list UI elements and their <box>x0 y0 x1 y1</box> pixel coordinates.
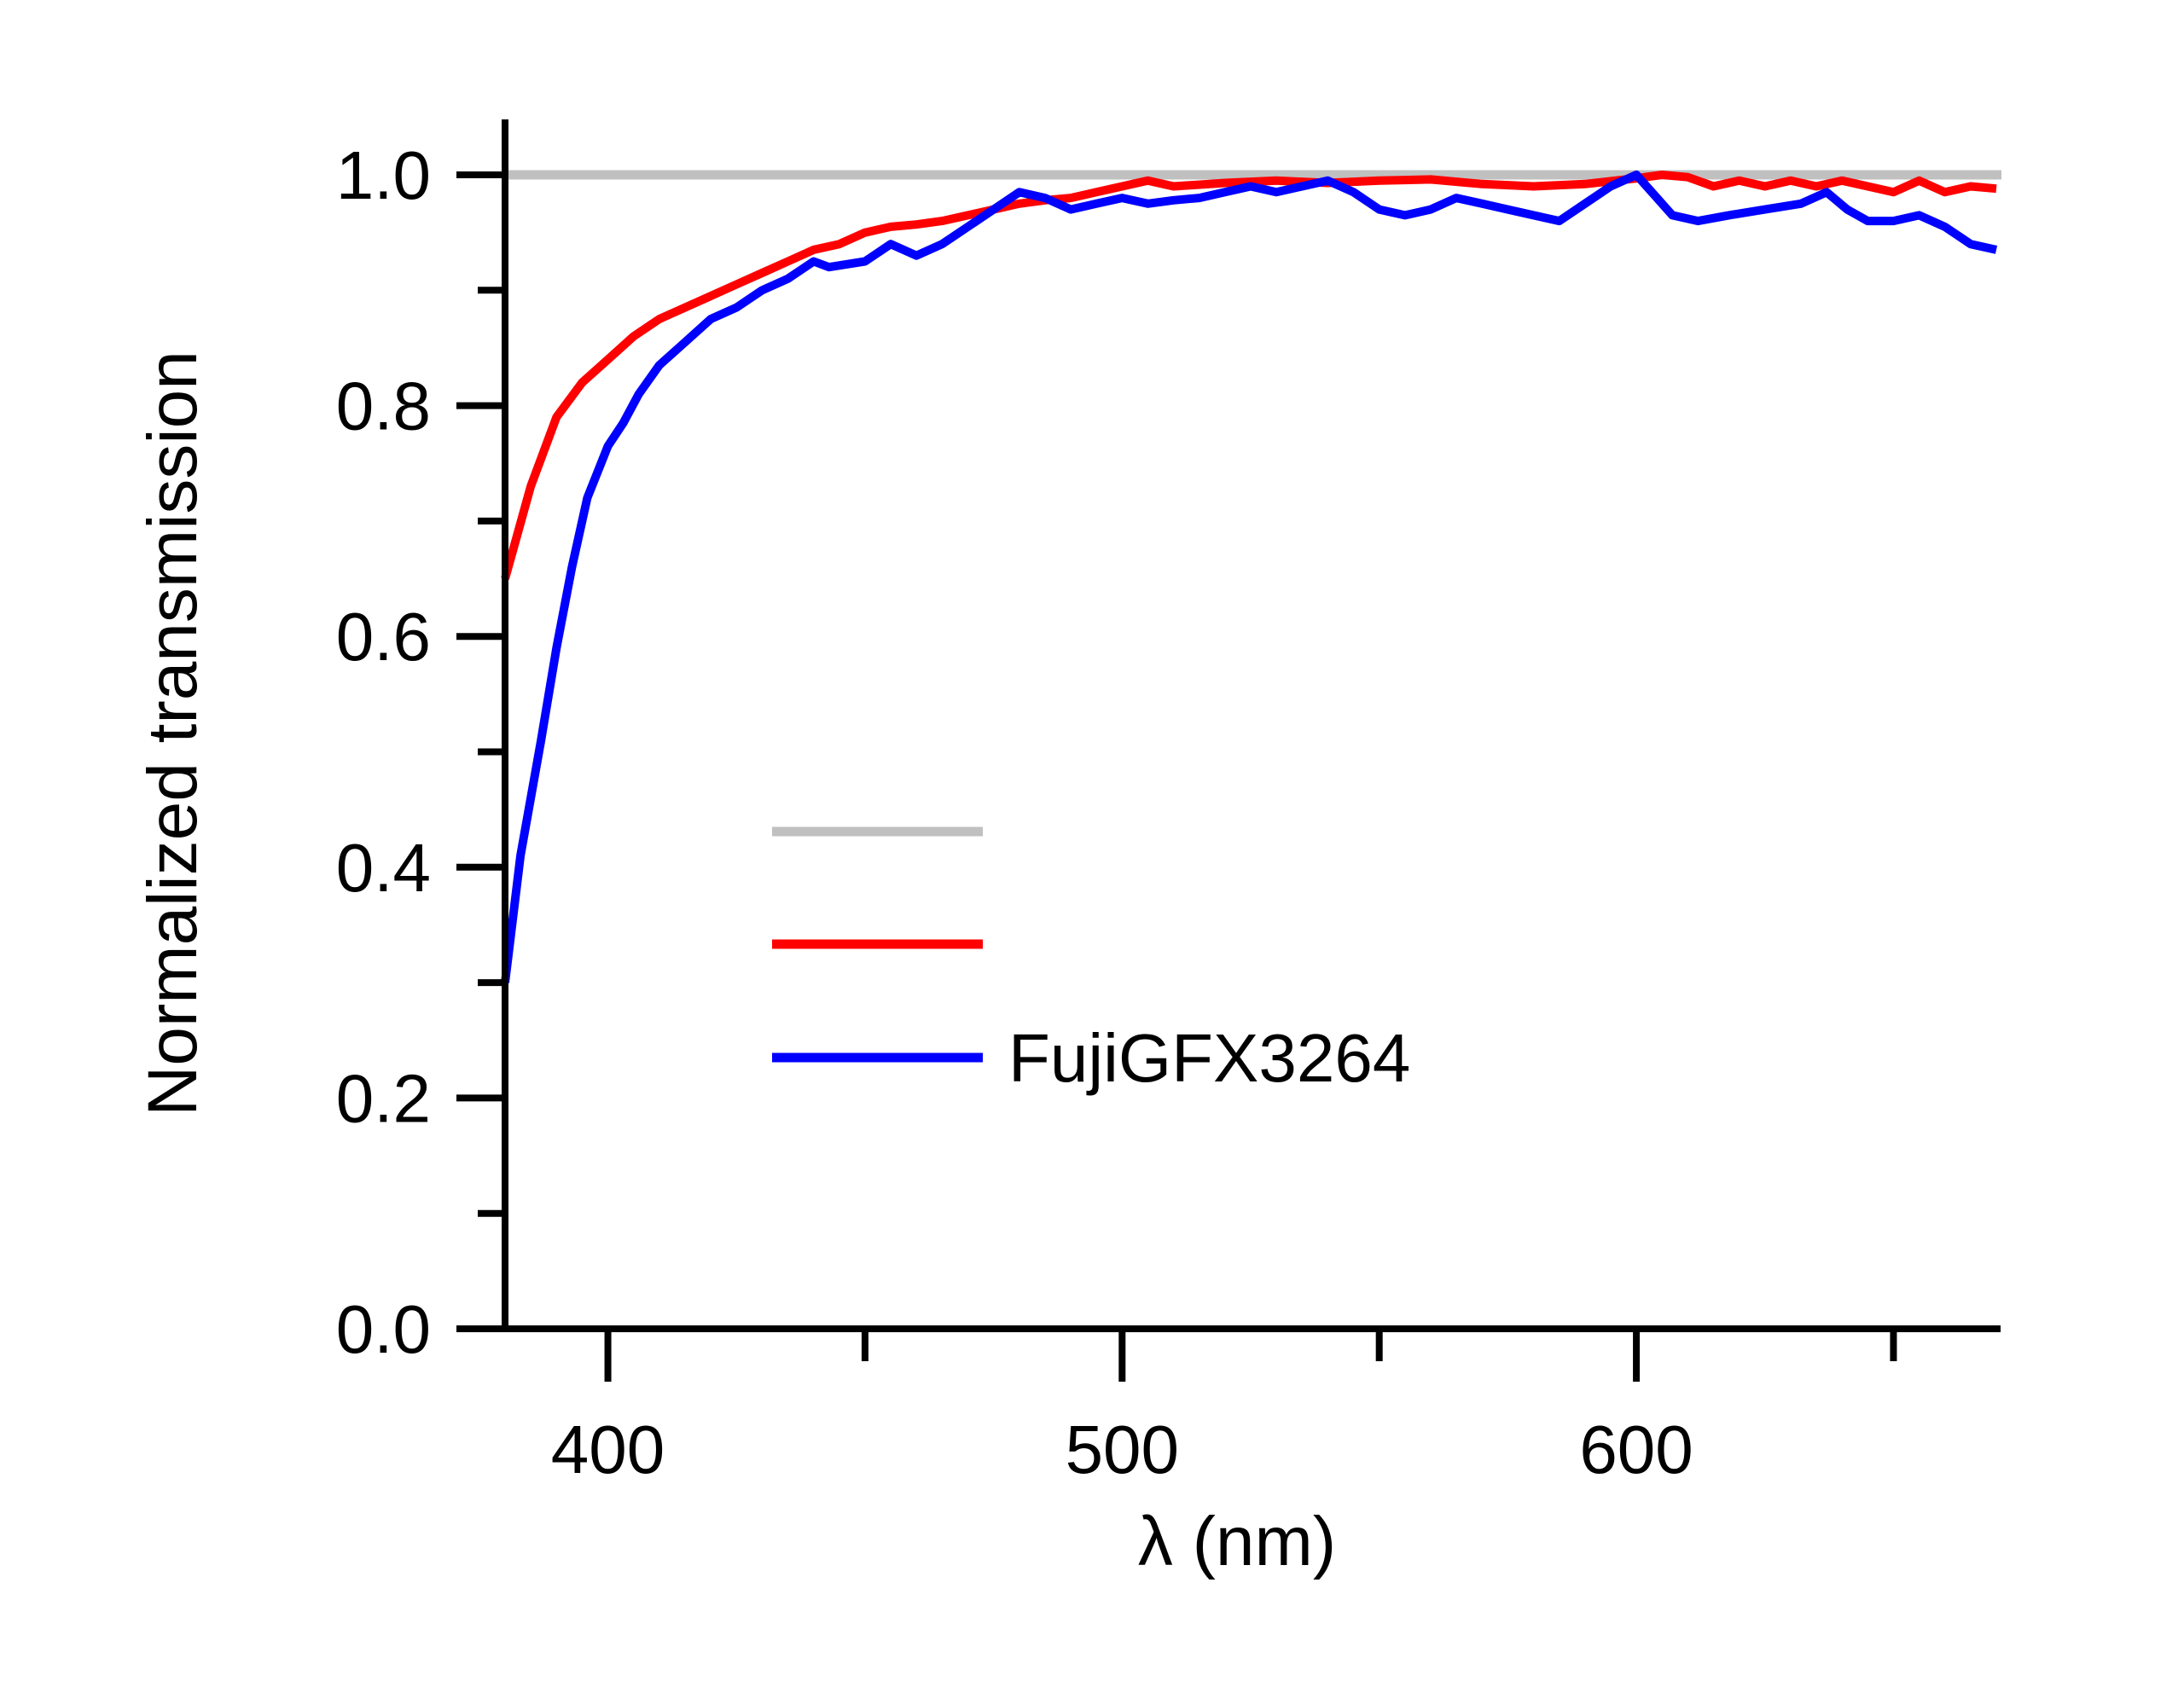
x-tick-label: 600 <box>1579 1412 1693 1487</box>
x-axis-title: λ (nm) <box>1138 1503 1336 1580</box>
y-tick-label: 0.8 <box>336 368 431 444</box>
y-tick-label: 0.0 <box>336 1291 431 1367</box>
ticks: 0.0 0.2 0.4 0.6 0.8 1.0 400 500 600 <box>336 137 1897 1487</box>
series-line-2 <box>501 171 1997 580</box>
axes <box>456 119 2001 1332</box>
x-tick-label: 500 <box>1066 1412 1179 1487</box>
y-axis-title: Normalized transmission <box>134 351 212 1116</box>
y-tick-label: 0.6 <box>336 599 431 675</box>
y-tick-label: 1.0 <box>336 137 431 213</box>
y-tick-label: 0.4 <box>336 830 431 906</box>
legend: FujiGFX3264 <box>772 826 1410 1096</box>
series-line-3 <box>501 171 1998 983</box>
y-tick-label: 0.2 <box>336 1060 431 1136</box>
x-tick-label: 400 <box>551 1412 665 1487</box>
plot-lines <box>501 170 2001 983</box>
legend-label-3: FujiGFX3264 <box>1008 1020 1410 1096</box>
